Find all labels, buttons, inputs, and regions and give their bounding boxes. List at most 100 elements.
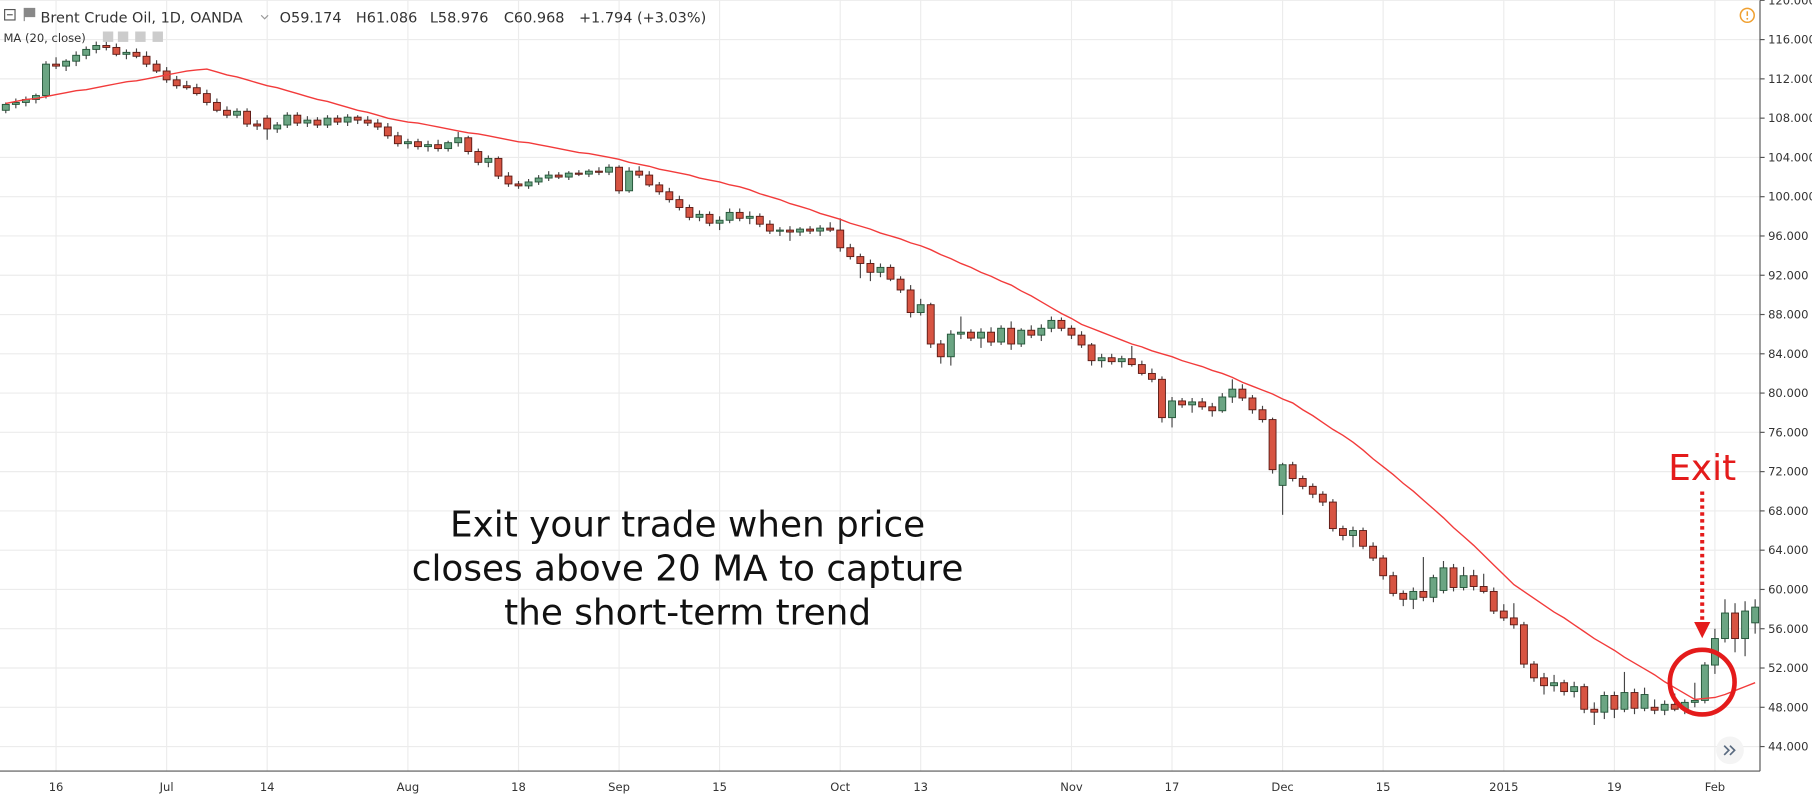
candle-body [343, 116, 352, 123]
candle-body [1097, 357, 1106, 362]
y-tick-label: 76.000 [1768, 425, 1808, 439]
candle-body [373, 122, 382, 128]
candle-body [916, 304, 925, 314]
x-tick-label: 17 [1165, 780, 1180, 794]
candle-body [675, 199, 684, 208]
y-tick-label: 68.000 [1768, 504, 1808, 518]
indicator-button[interactable] [152, 31, 163, 42]
candle-body [906, 289, 915, 314]
indicator-button[interactable] [135, 31, 146, 42]
symbol-menu-arrow[interactable] [260, 14, 269, 20]
candle-body [1308, 485, 1317, 495]
candle-body [796, 228, 804, 233]
candle-body [1248, 397, 1257, 411]
candle-body [886, 266, 895, 280]
candle-body [755, 215, 764, 225]
candle-body [192, 87, 201, 95]
x-tick-label: Sep [608, 780, 630, 794]
y-tick-label: 88.000 [1768, 308, 1808, 322]
x-tick-label: 19 [1607, 780, 1622, 794]
indicator-button[interactable] [117, 31, 129, 42]
candle-body [152, 63, 161, 72]
candle-body [1640, 694, 1649, 709]
candle-body [1339, 528, 1347, 536]
candle-body [645, 174, 654, 186]
candle-body [745, 215, 754, 219]
candle-body [1409, 590, 1418, 600]
candle-body [997, 327, 1006, 343]
candle-body [836, 229, 845, 249]
candle-body [1590, 708, 1599, 713]
candle-body [202, 93, 211, 103]
collapse-button[interactable] [4, 8, 16, 21]
candle-body [595, 170, 603, 173]
candle-body [1449, 567, 1458, 588]
candle-body [1519, 624, 1528, 665]
candle-body [263, 117, 272, 130]
candle-body [816, 227, 825, 232]
y-tick-label: 60.000 [1768, 582, 1808, 596]
candle-body [1198, 401, 1207, 408]
candle-body [655, 184, 664, 193]
candle-body [956, 331, 965, 335]
y-tick-label: 80.000 [1768, 386, 1808, 400]
candle-body [1389, 575, 1398, 594]
candle-body [223, 109, 231, 116]
indicator-button[interactable] [102, 31, 114, 42]
candle-body [293, 114, 302, 124]
candle-body [1057, 319, 1066, 329]
candles [1, 39, 1760, 725]
candle-body [1147, 372, 1156, 380]
candle-body [142, 55, 151, 65]
candle-body [52, 63, 60, 67]
candle-body [564, 172, 573, 178]
y-tick-label: 112.000 [1768, 72, 1812, 86]
candle-body [735, 211, 744, 219]
candle-body [896, 278, 905, 291]
candle-body [1600, 695, 1609, 713]
alert-icon-dot [1746, 17, 1749, 20]
candle-body [474, 151, 483, 163]
y-tick-label: 104.000 [1768, 150, 1812, 164]
candle-body [725, 211, 734, 221]
x-tick-label: 16 [49, 780, 64, 794]
candle-body [1379, 557, 1388, 577]
candle-body [635, 170, 644, 176]
candle-body [1137, 364, 1146, 374]
candle-body [1489, 590, 1498, 612]
candle-body [584, 170, 593, 175]
candle-body [363, 119, 372, 124]
candle-body [1158, 378, 1166, 419]
candle-body [806, 228, 815, 232]
candle-body [1007, 327, 1016, 345]
candle-body [1208, 406, 1217, 412]
candle-body [1479, 586, 1488, 592]
candle-body [283, 114, 292, 126]
candle-body [42, 63, 50, 97]
candle-body [625, 170, 634, 192]
candle-body [1017, 329, 1026, 345]
candle-body [1369, 545, 1378, 559]
candle-body [1509, 617, 1518, 626]
candle-body [414, 141, 422, 148]
candle-body [11, 101, 20, 105]
candle-body [383, 126, 392, 137]
flag-icon[interactable] [23, 7, 36, 22]
ma-line [5, 68, 1756, 701]
x-tick-label: Feb [1705, 780, 1725, 794]
close-value: C60.968 [504, 10, 565, 26]
alert-icon[interactable] [1739, 7, 1755, 24]
candle-body [1459, 575, 1468, 588]
candle-body [1117, 358, 1126, 363]
x-tick-label: 13 [913, 780, 928, 794]
scroll-icon [1723, 745, 1736, 756]
candle-body [1690, 699, 1699, 703]
candle-body [946, 333, 955, 358]
indicator-legend: MA (20, close) [3, 31, 85, 45]
ma-layer [5, 68, 1756, 701]
candle-body [987, 331, 995, 343]
candle-body [1570, 686, 1579, 693]
candle-body [72, 54, 81, 62]
candle-body [1258, 409, 1267, 421]
